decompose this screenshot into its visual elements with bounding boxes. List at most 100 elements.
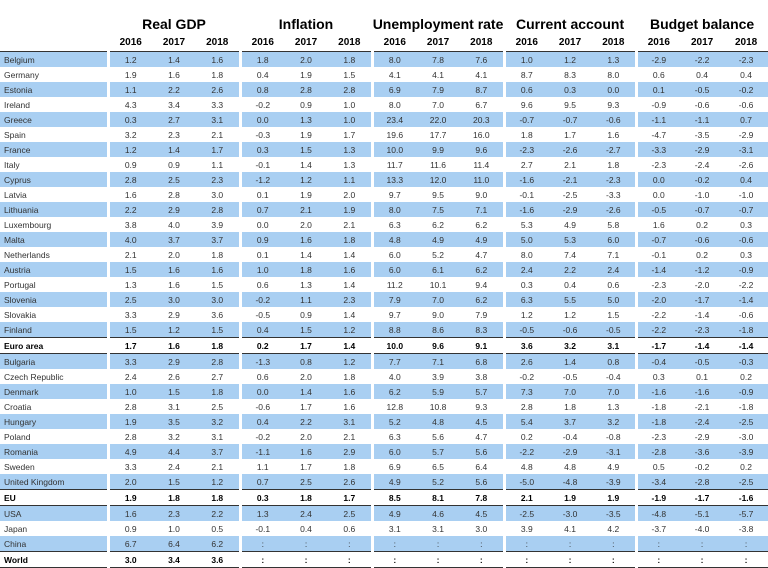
- corner-cell: [0, 0, 108, 34]
- cell-value: 1.7: [284, 337, 329, 354]
- cell-value: 6.0: [370, 247, 417, 262]
- cell-value: -1.1: [634, 112, 681, 127]
- cell-value: 1.8: [343, 371, 356, 382]
- cell-value: 4.0: [370, 369, 417, 384]
- cell-value: 10.8: [429, 401, 447, 412]
- cell-value: :: [592, 536, 637, 552]
- cell-value: 9.5: [432, 189, 444, 200]
- table-body: Belgium 1.2 1.4 1.6 1.8 2.0 1.8 8.0 7.8 7.6 1.0 1.2…: [0, 51, 768, 568]
- row-label: Croatia: [4, 401, 32, 412]
- cell-value: -0.2: [238, 292, 285, 307]
- cell-value: 2.3: [196, 172, 241, 187]
- cell-value: 8.3: [460, 322, 505, 338]
- cell-value: 10.1: [429, 279, 447, 290]
- cell-value: 1.0: [502, 51, 549, 67]
- cell-value: -0.6: [238, 399, 285, 414]
- cell-value: 2.5: [211, 401, 224, 412]
- cell-value: 1.5: [211, 279, 224, 290]
- cell-value: 3.8: [106, 217, 152, 232]
- cell-value: 0.1: [634, 82, 681, 97]
- cell-value: 1.3: [238, 505, 285, 521]
- cell-value: 0.6: [238, 369, 285, 384]
- cell-value: -1.2: [680, 262, 725, 277]
- row-label: Belgium: [0, 51, 108, 67]
- cell-value: -1.4: [724, 292, 768, 307]
- cell-value: 6.2: [432, 219, 444, 230]
- cell-value: -1.8: [738, 401, 754, 412]
- table-row: Austria 1.5 1.6 1.6 1.0 1.8 1.6 6.0 6.1 6.2 2.4 2.2…: [0, 262, 768, 277]
- cell-value: -3.5: [592, 505, 637, 521]
- cell-value: 9.3: [475, 401, 488, 412]
- cell-value: 1.4: [343, 279, 356, 290]
- cell-value: 1.8: [607, 159, 620, 170]
- year-label: 2016: [370, 34, 417, 52]
- cell-value: 22.0: [416, 112, 461, 127]
- year-label: 2018: [592, 34, 637, 52]
- cell-value: 1.8: [284, 262, 329, 277]
- cell-value: -1.0: [694, 189, 710, 200]
- cell-value: 1.2: [196, 474, 241, 490]
- table-row: Germany 1.9 1.6 1.8 0.4 1.9 1.5 4.1 4.1 4.1 8.7 8.3…: [0, 67, 768, 82]
- cell-value: 2.0: [284, 51, 329, 67]
- cell-value: 3.1: [168, 401, 180, 412]
- cell-value: -1.6: [680, 384, 725, 399]
- cell-value: -2.9: [548, 202, 593, 217]
- year-label: 2017: [548, 34, 593, 52]
- table-row: Sweden 3.3 2.4 2.1 1.1 1.7 1.8 6.9 6.5 6.4 4.8 4.8 4…: [0, 459, 768, 474]
- cell-value: 2.2: [548, 262, 593, 277]
- table-row: Malta 4.0 3.7 3.7 0.9 1.6 1.8 4.8 4.9 4.9 5.0 5.3 6.…: [0, 232, 768, 247]
- cell-value: -2.7: [592, 142, 637, 157]
- cell-value: -3.5: [694, 129, 710, 140]
- table-row: World 3.0 3.4 3.6::::::::::::: [0, 551, 768, 568]
- table-row: United Kingdom 2.0 1.5 1.2 0.7 2.5 2.6 4.9 5.2 5.…: [0, 474, 768, 490]
- cell-value: 0.2: [740, 461, 752, 472]
- cell-value: -2.2: [738, 279, 754, 290]
- cell-value: 1.0: [238, 262, 285, 277]
- cell-value: 1.9: [592, 489, 637, 506]
- cell-value: 2.9: [168, 309, 180, 320]
- cell-value: 2.6: [502, 353, 549, 369]
- cell-value: 1.0: [343, 99, 356, 110]
- cell-value: 7.9: [370, 292, 417, 307]
- cell-value: 1.6: [607, 129, 620, 140]
- cell-value: :: [328, 536, 373, 552]
- cell-value: -0.7: [724, 202, 768, 217]
- cell-value: -0.5: [680, 353, 725, 369]
- cell-value: 2.8: [284, 82, 329, 97]
- cell-value: 5.7: [416, 444, 461, 459]
- cell-value: -0.1: [502, 187, 549, 202]
- cell-value: 1.5: [284, 142, 329, 157]
- cell-value: 7.1: [416, 353, 461, 369]
- cell-value: -0.2: [680, 172, 725, 187]
- cell-value: 2.8: [168, 189, 180, 200]
- cell-value: 1.3: [284, 112, 329, 127]
- table-row: France 1.2 1.4 1.7 0.3 1.5 1.3 10.0 9.9 9.6 -2.3 -2…: [0, 142, 768, 157]
- cell-value: 1.8: [196, 489, 241, 506]
- table-row: Finland 1.5 1.2 1.5 0.4 1.5 1.2 8.8 8.6 8.3 -0.5 -0…: [0, 322, 768, 338]
- cell-value: 1.8: [196, 337, 241, 354]
- cell-value: -2.3: [592, 172, 637, 187]
- row-label: Latvia: [4, 189, 27, 200]
- cell-value: 8.0: [370, 202, 417, 217]
- cell-value: 7.9: [416, 82, 461, 97]
- cell-value: 7.9: [475, 309, 488, 320]
- cell-value: 4.0: [168, 219, 180, 230]
- cell-value: 4.7: [475, 249, 488, 260]
- cell-value: 1.0: [328, 112, 373, 127]
- cell-value: 2.4: [502, 262, 549, 277]
- cell-value: -0.6: [548, 322, 593, 338]
- cell-value: 4.7: [475, 431, 488, 442]
- cell-value: -1.6: [502, 202, 549, 217]
- cell-value: 4.9: [106, 444, 152, 459]
- cell-value: 5.5: [548, 292, 593, 307]
- cell-value: 0.4: [564, 279, 576, 290]
- cell-value: -0.2: [502, 369, 549, 384]
- cell-value: :: [680, 536, 725, 552]
- cell-value: 2.9: [328, 444, 373, 459]
- cell-value: 1.9: [106, 67, 152, 82]
- cell-value: 3.2: [106, 127, 152, 142]
- cell-value: 1.6: [168, 279, 180, 290]
- table-row: Euro area 1.7 1.6 1.8 0.2 1.7 1.4 10.0 9.6 9.1 3.6…: [0, 337, 768, 354]
- cell-value: -0.6: [592, 112, 637, 127]
- cell-value: :: [284, 551, 329, 568]
